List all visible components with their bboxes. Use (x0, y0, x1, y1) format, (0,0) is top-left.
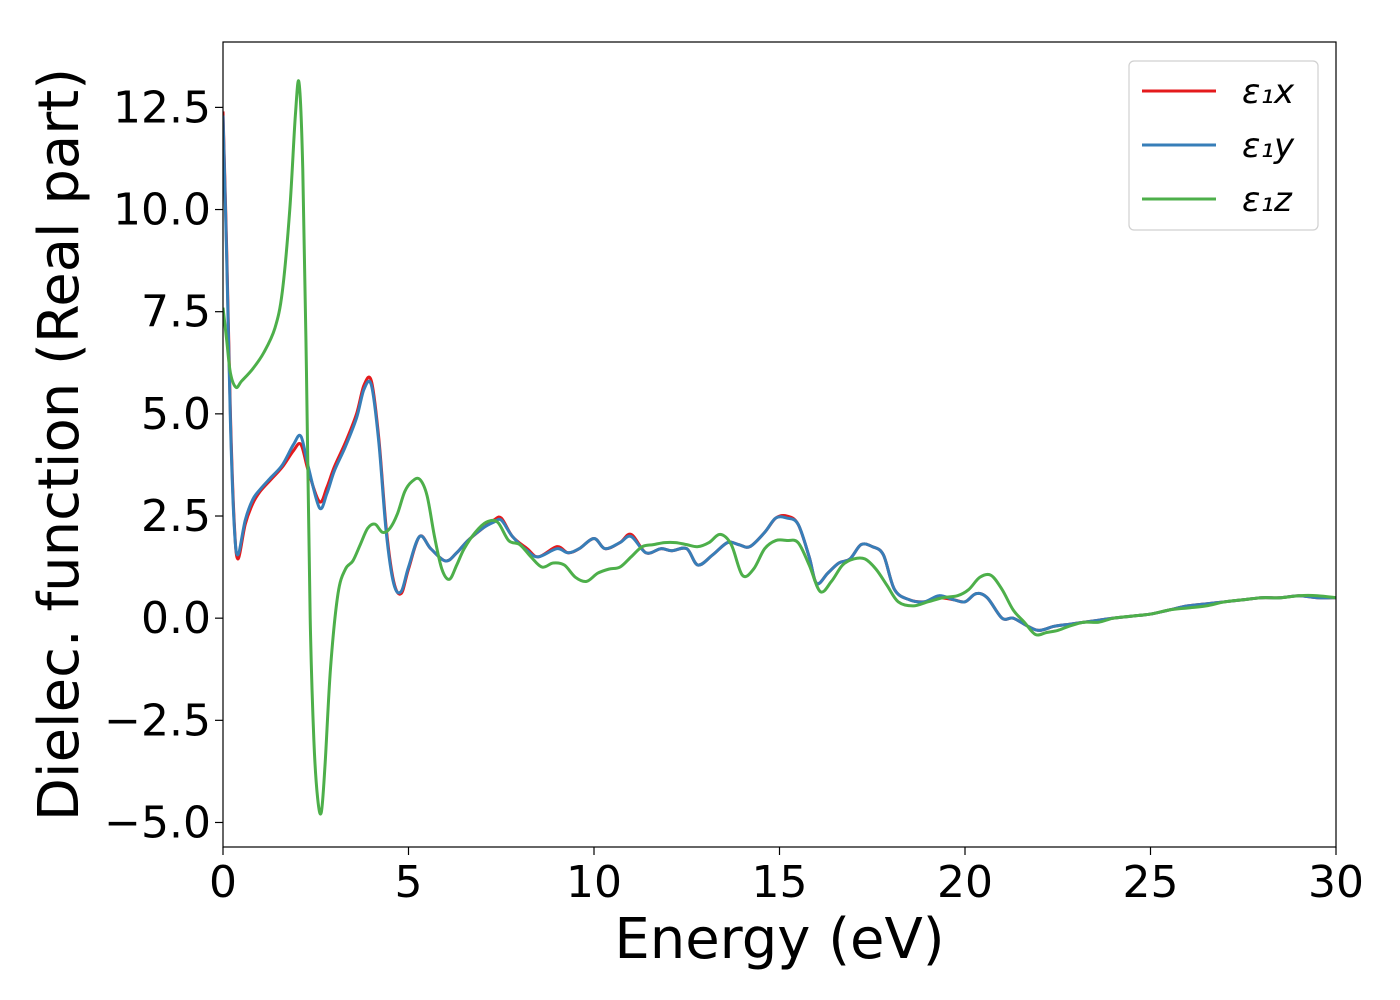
legend-box (1128, 60, 1319, 231)
y-tick-label: 12.5 (113, 82, 211, 133)
y-tick-label: 0.0 (141, 593, 211, 644)
x-tick-label: 30 (1308, 857, 1364, 908)
y-axis-ticks: −5.0 −2.5 0.0 2.5 5.0 7.5 10.0 12.5 (104, 82, 223, 848)
x-tick-label: 0 (209, 857, 237, 908)
y-tick-label: 2.5 (141, 491, 211, 542)
x-axis-ticks: 0 5 10 15 20 25 30 (209, 847, 1364, 908)
series-line-3 (223, 79, 1336, 816)
legend-label: ε₁z (1242, 180, 1293, 220)
x-tick-label: 25 (1123, 857, 1179, 908)
y-tick-label: −2.5 (104, 695, 211, 746)
x-axis-title: Energy (eV) (614, 907, 944, 972)
y-axis-title: Dielec. function (Real part) (27, 68, 92, 821)
y-tick-label: −5.0 (104, 797, 211, 848)
x-tick-label: 10 (566, 857, 622, 908)
legend-label: ε₁y (1242, 126, 1295, 166)
x-tick-label: 15 (752, 857, 808, 908)
y-tick-label: 7.5 (141, 287, 211, 338)
y-tick-label: 5.0 (141, 389, 211, 440)
y-tick-label: 10.0 (113, 185, 211, 236)
legend: ε₁x ε₁y ε₁z (1128, 60, 1319, 231)
series-line-2 (223, 115, 1336, 632)
legend-label: ε₁x (1242, 72, 1295, 112)
x-tick-label: 20 (937, 857, 993, 908)
x-tick-label: 5 (395, 857, 423, 908)
